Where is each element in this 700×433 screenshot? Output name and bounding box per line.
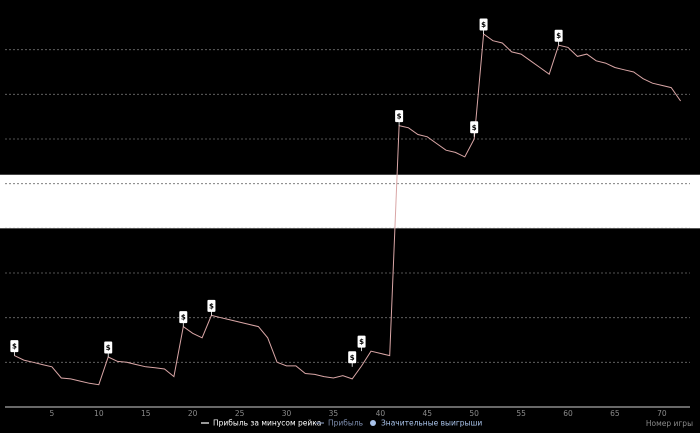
marker-label: $ (12, 343, 17, 351)
x-tick-label: 30 (282, 409, 292, 418)
marker-label: $ (350, 354, 355, 362)
legend-label: Прибыль за минусом рейка (213, 419, 321, 428)
big-win-marker[interactable]: $ (479, 18, 488, 35)
legend-item[interactable]: Прибыль за минусом рейка (201, 419, 321, 428)
big-win-marker[interactable]: $ (357, 335, 366, 352)
big-win-marker[interactable]: $ (395, 110, 404, 126)
x-tick-label: 60 (563, 409, 573, 418)
marker-box (554, 29, 563, 42)
marker-box (479, 18, 488, 31)
x-tick-label: 50 (469, 409, 479, 418)
x-tick-label: 70 (657, 409, 667, 418)
big-win-marker[interactable]: $ (554, 29, 563, 46)
marker-box (357, 335, 366, 348)
x-tick-label: 40 (376, 409, 386, 418)
marker-label: $ (181, 314, 186, 322)
marker-label: $ (556, 32, 561, 40)
marker-label: $ (209, 302, 214, 310)
marker-box (10, 340, 19, 353)
marker-box (179, 311, 188, 324)
x-tick-label: 10 (94, 409, 104, 418)
series-layer (14, 33, 682, 386)
legend-item[interactable]: Прибыль (316, 419, 363, 428)
big-win-marker[interactable]: $ (470, 121, 479, 137)
legend[interactable]: Прибыль за минусом рейка Прибыль Значитель… (201, 419, 482, 428)
marker-layer: $ $ $ $ $ $ $ $ $ $ (10, 18, 563, 367)
legend-swatch (370, 420, 376, 426)
legend-item[interactable]: Значительные выигрыши (370, 419, 482, 428)
x-tick-label: 65 (610, 409, 620, 418)
x-tick-label: 35 (329, 409, 339, 418)
x-tick-label: 5 (50, 409, 55, 418)
marker-label: $ (472, 124, 477, 132)
white-band (0, 174, 700, 229)
big-win-marker[interactable]: $ (104, 341, 113, 357)
marker-box (207, 299, 216, 312)
marker-label: $ (397, 113, 402, 121)
x-tick-label: 15 (141, 409, 151, 418)
legend-label: Значительные выигрыши (381, 419, 482, 428)
x-tick-label: 45 (422, 409, 432, 418)
x-tick-label: 55 (516, 409, 526, 418)
x-tick-label: 20 (188, 409, 198, 418)
big-win-marker[interactable]: $ (10, 340, 19, 356)
marker-label: $ (106, 344, 111, 352)
marker-box (348, 351, 357, 364)
band-layer (0, 174, 700, 229)
series-line (14, 33, 682, 386)
big-win-marker[interactable]: $ (179, 311, 188, 327)
big-win-marker[interactable]: $ (348, 351, 357, 367)
marker-label: $ (359, 338, 364, 346)
marker-box (395, 110, 404, 123)
x-axis-title: Номер игры (646, 419, 693, 428)
marker-label: $ (481, 21, 486, 29)
legend-label: Прибыль (328, 419, 363, 428)
marker-box (470, 121, 479, 134)
marker-box (104, 341, 113, 354)
big-win-marker[interactable]: $ (207, 299, 216, 316)
x-tick-label: 25 (235, 409, 245, 418)
